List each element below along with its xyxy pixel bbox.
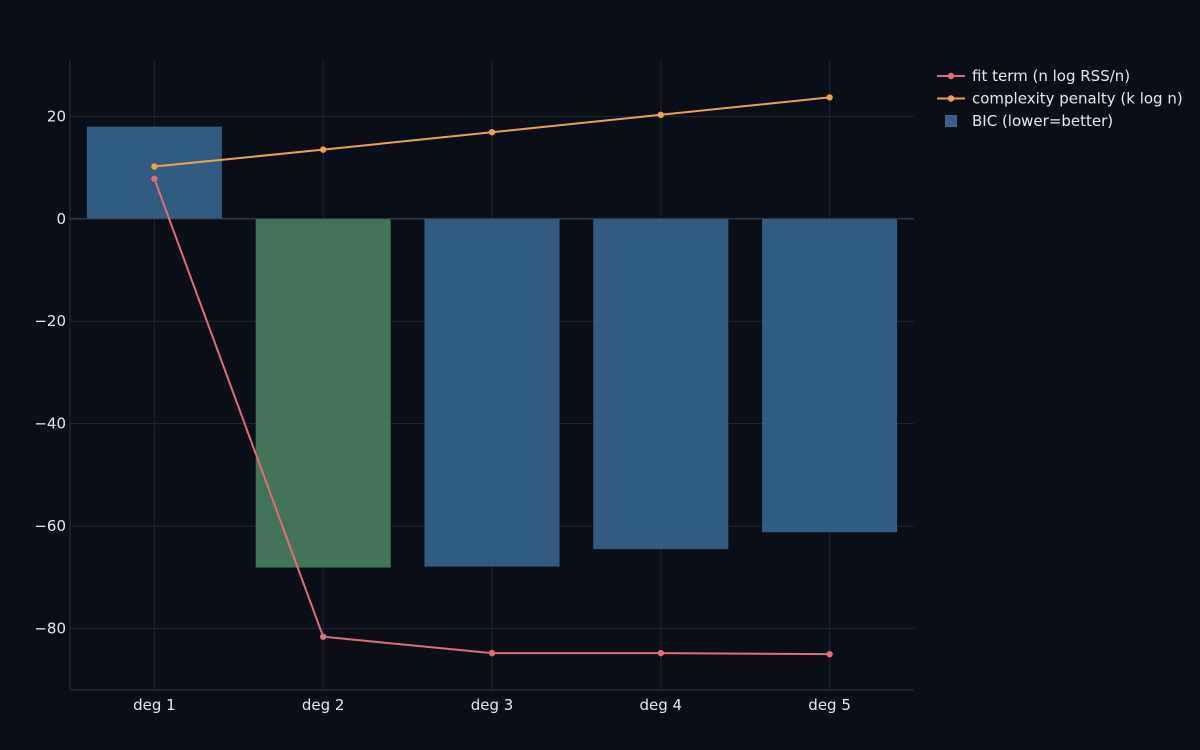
y-tick-label: −60	[34, 517, 66, 535]
bic-bar	[86, 126, 222, 219]
y-tick-label: −20	[34, 312, 66, 330]
series-point	[151, 175, 158, 183]
x-tick-label: deg 5	[808, 696, 851, 714]
x-tick-label: deg 4	[640, 696, 683, 714]
bic-bar	[255, 218, 391, 568]
series-point	[657, 111, 664, 119]
legend-marker	[947, 95, 955, 102]
series-point	[488, 129, 496, 136]
legend-swatch	[945, 115, 957, 127]
x-tick-label: deg 1	[133, 696, 176, 714]
series-point	[320, 146, 327, 153]
x-tick-label: deg 3	[471, 696, 514, 714]
lines-layer	[151, 94, 833, 658]
bic-bar	[424, 218, 560, 567]
series-point	[826, 94, 833, 101]
bic-bar	[593, 218, 729, 550]
legend-label: complexity penalty (k log n)	[972, 90, 1183, 108]
series-point	[151, 163, 158, 170]
bars-layer	[86, 126, 898, 568]
legend: fit term (n log RSS/n) complexity penalty…	[937, 67, 1183, 130]
legend-label: BIC (lower=better)	[972, 112, 1113, 130]
y-tick-label: 0	[56, 210, 66, 228]
y-tick-labels: 20 0 −20 −40 −60 −80	[34, 107, 66, 637]
x-tick-label: deg 2	[302, 696, 345, 714]
y-tick-label: −80	[34, 620, 66, 638]
legend-marker	[947, 72, 955, 80]
series-point	[320, 633, 327, 640]
y-tick-label: 20	[47, 107, 66, 125]
series-point	[488, 649, 496, 657]
legend-label: fit term (n log RSS/n)	[972, 67, 1130, 85]
y-tick-label: −40	[34, 415, 66, 433]
bic-bar	[762, 218, 898, 533]
series-point	[657, 649, 664, 657]
x-tick-labels: deg 1 deg 2 deg 3 deg 4 deg 5	[133, 696, 851, 714]
series-point	[826, 650, 833, 658]
